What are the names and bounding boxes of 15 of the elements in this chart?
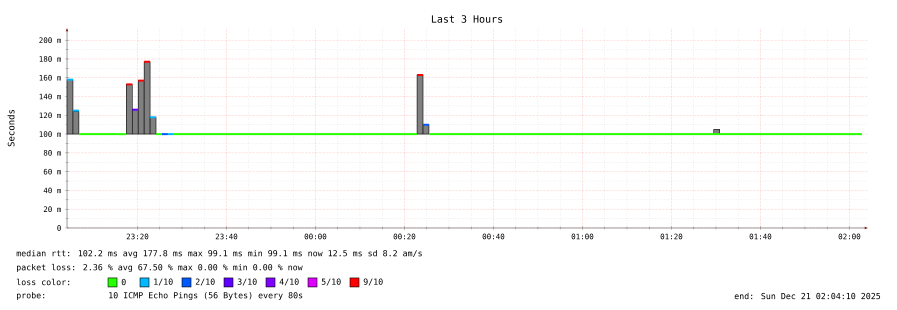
legend-label: 1/10 (154, 278, 173, 286)
chart-title: Last 3 Hours (432, 15, 502, 23)
text: 10 ICMP Echo Pings (56 Bytes) every 80s (109, 292, 302, 300)
text: median rtt: 102.2 ms avg 177.8 ms max 99.1 ms min 99.1 ms now 12.5 ms sd 8.2 am/s (16, 250, 422, 258)
legend-label: 9/10 (364, 278, 383, 286)
legend-label: 4/10 (280, 278, 299, 286)
legend-title: loss color: (16, 278, 70, 286)
legend-label: 3/10 (238, 278, 257, 286)
legend-label: 2/10 (196, 278, 215, 286)
text: packet loss: 2.36 % avg 67.50 % max 0.00 % min 0.00 % now (16, 264, 303, 272)
legend-label: 5/10 (322, 278, 341, 286)
legend-label: 0 (122, 278, 126, 286)
text: end: Sun Dec 21 02:04:10 2025 (734, 292, 880, 300)
text: probe: (16, 292, 44, 300)
y-axis-title: Seconds (8, 110, 14, 146)
